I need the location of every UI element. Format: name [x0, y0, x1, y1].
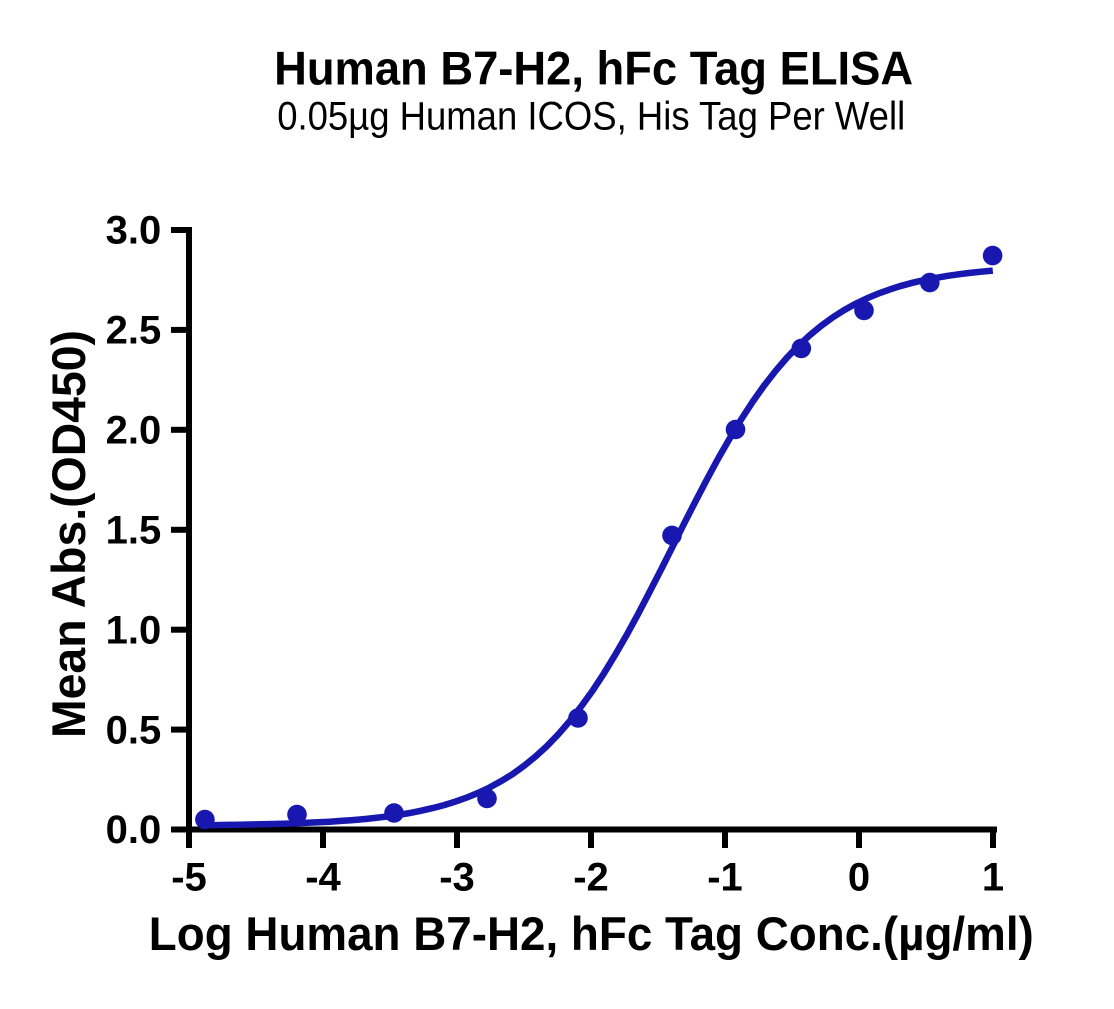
- svg-text:1.0: 1.0: [106, 608, 162, 652]
- svg-text:-3: -3: [439, 855, 475, 899]
- svg-text:Human B7-H2, hFc Tag ELISA: Human B7-H2, hFc Tag ELISA: [274, 42, 913, 95]
- svg-text:-2: -2: [573, 855, 609, 899]
- svg-text:3.0: 3.0: [106, 209, 162, 253]
- svg-text:1: 1: [982, 855, 1004, 899]
- svg-text:0: 0: [848, 855, 870, 899]
- svg-text:0.0: 0.0: [106, 808, 162, 852]
- svg-text:2.5: 2.5: [106, 309, 162, 353]
- svg-text:0.05µg Human ICOS, His Tag Per: 0.05µg Human ICOS, His Tag Per Well: [277, 95, 905, 139]
- svg-text:2.0: 2.0: [106, 409, 162, 453]
- svg-text:-5: -5: [171, 855, 207, 899]
- svg-text:0.5: 0.5: [106, 708, 162, 752]
- svg-text:Mean Abs.(OD450): Mean Abs.(OD450): [42, 330, 95, 738]
- svg-text:-1: -1: [707, 855, 743, 899]
- svg-text:1.5: 1.5: [106, 509, 162, 553]
- svg-text:Log Human B7-H2, hFc Tag Conc.: Log Human B7-H2, hFc Tag Conc.(µg/ml): [149, 907, 1034, 960]
- svg-text:-4: -4: [305, 855, 341, 899]
